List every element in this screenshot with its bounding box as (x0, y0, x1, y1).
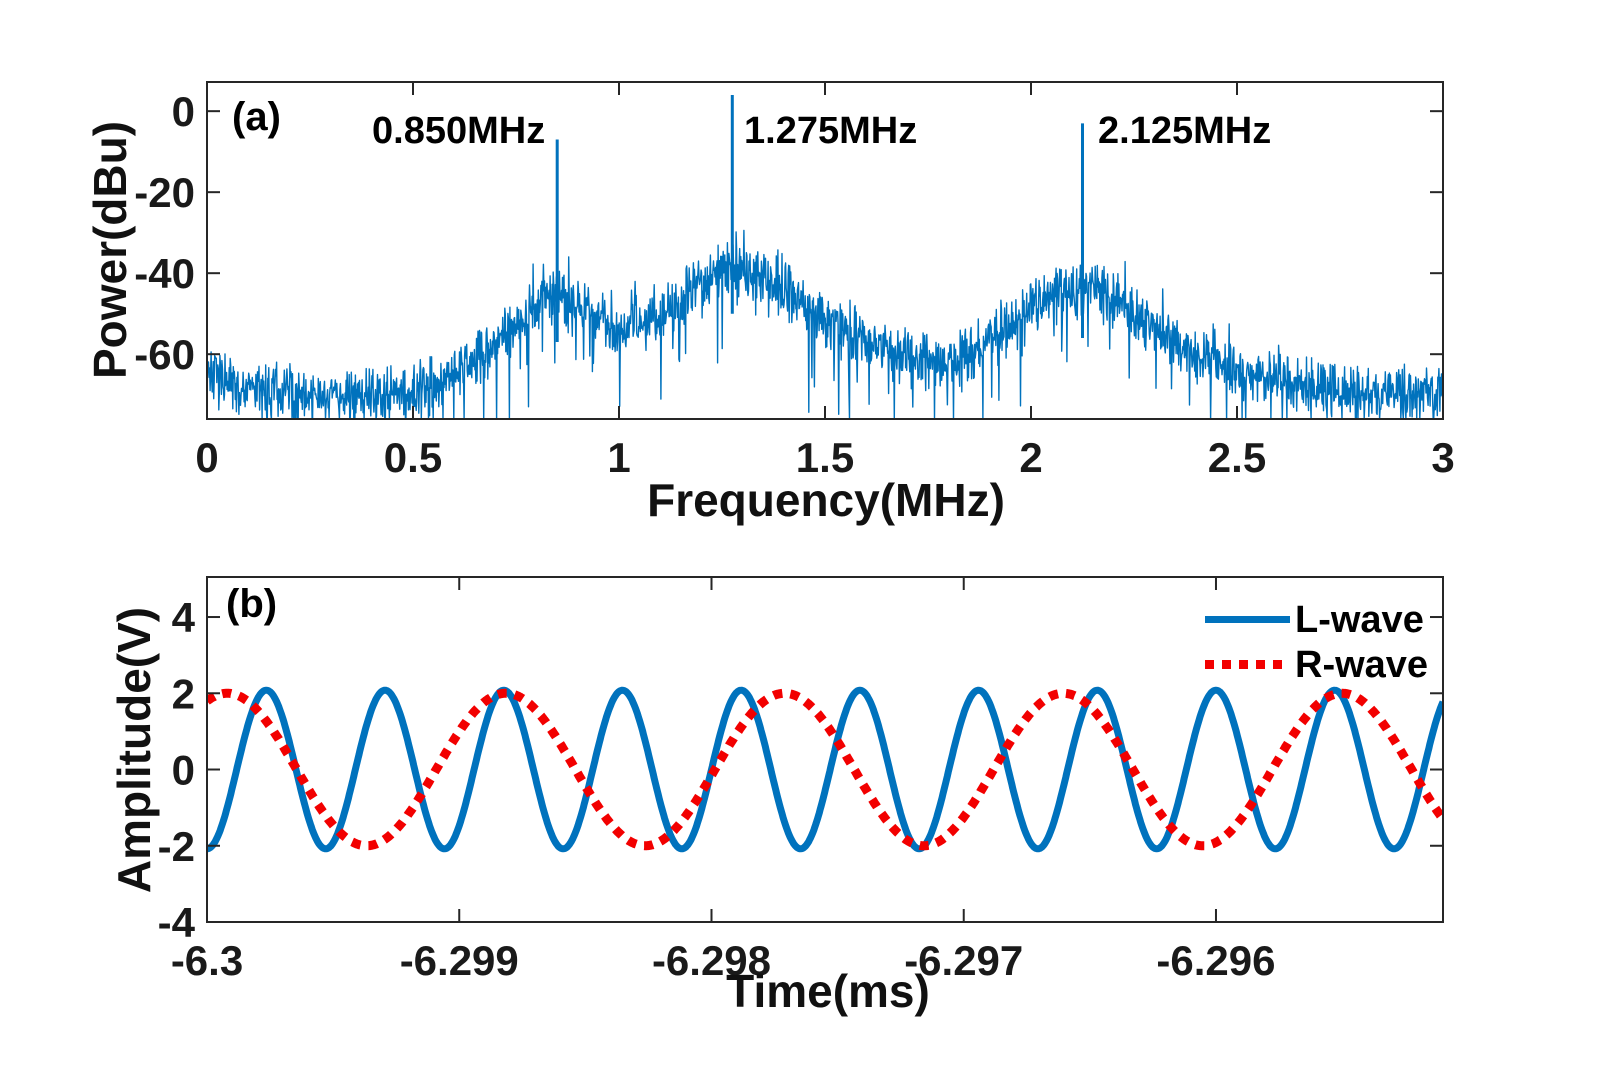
y-tick-label: -60 (134, 331, 195, 378)
x-tick-label: -6.297 (904, 937, 1023, 984)
x-tick-label: -6.298 (652, 937, 771, 984)
annotation-peak-0850: 0.850MHz (372, 110, 546, 152)
x-tick-label: -6.3 (171, 937, 243, 984)
legend-item-r-wave: R-wave (1205, 642, 1428, 687)
panel-b-waves (207, 686, 1443, 853)
r-wave-line-sample (1205, 660, 1290, 669)
x-tick-label: -6.296 (1156, 937, 1275, 984)
panel-b-y-axis-label: Amplitude(V) (108, 606, 160, 894)
x-tick-label: 1.5 (796, 434, 854, 481)
spectrum-line (206, 229, 1444, 420)
panel-b-x-axis-label: Time(ms) (726, 965, 930, 1017)
y-tick-label: -4 (158, 899, 196, 946)
x-tick-label: 1 (607, 434, 630, 481)
legend-label-r-wave: R-wave (1295, 643, 1429, 686)
legend-item-l-wave: L-wave (1205, 597, 1428, 642)
x-tick-label: -6.299 (400, 937, 519, 984)
y-tick-label: 4 (172, 594, 196, 641)
annotation-peak-2125: 2.125MHz (1098, 110, 1272, 152)
x-tick-label: 2.5 (1208, 434, 1266, 481)
y-tick-label: 2 (172, 670, 195, 717)
panel-a-y-axis-label: Power(dBu) (84, 120, 136, 380)
x-tick-label: 0 (195, 434, 218, 481)
y-tick-label: 0 (172, 88, 195, 135)
axes-box-a (206, 81, 1444, 420)
l-wave-line (207, 686, 1443, 853)
panel-a-tag: (a) (232, 95, 281, 139)
x-tick-label: 2 (1019, 434, 1042, 481)
annotation-peak-1275: 1.275MHz (744, 110, 918, 152)
y-tick-label: -40 (134, 250, 195, 297)
axes-box-b (206, 576, 1444, 923)
x-tick-label: 0.5 (384, 434, 442, 481)
l-wave-line-sample (1205, 616, 1290, 623)
legend: L-wave R-wave (1205, 597, 1428, 687)
panel-b-tag: (b) (226, 582, 278, 626)
x-tick-label: 3 (1431, 434, 1454, 481)
y-tick-label: -2 (158, 823, 195, 870)
panel-a-x-axis-label: Frequency(MHz) (647, 474, 1005, 526)
y-tick-label: -20 (134, 169, 195, 216)
legend-label-l-wave: L-wave (1295, 598, 1424, 641)
y-tick-label: 0 (172, 747, 195, 794)
